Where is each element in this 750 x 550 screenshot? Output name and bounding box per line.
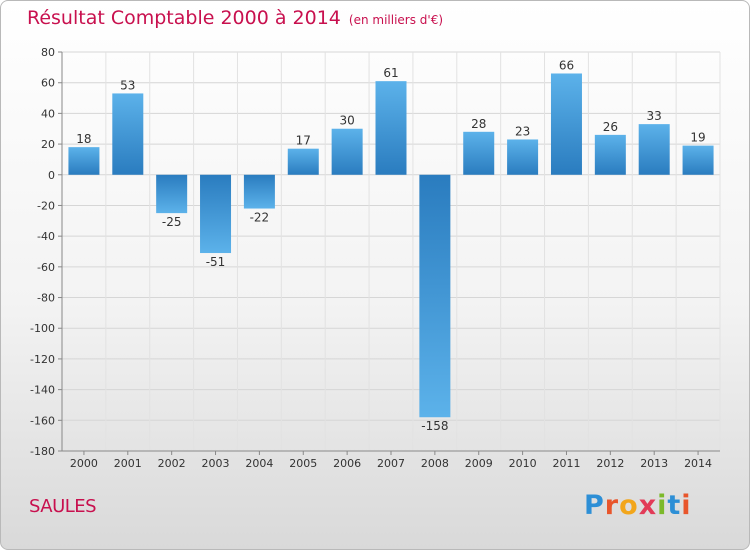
data-label: -22	[250, 211, 270, 225]
bar	[638, 124, 670, 175]
data-label: 66	[559, 58, 574, 72]
data-label: -51	[206, 255, 226, 269]
x-tick-label: 2014	[684, 457, 712, 470]
y-tick-label: 40	[41, 107, 55, 120]
logo-letter: t	[667, 490, 682, 521]
bar	[243, 174, 275, 209]
x-tick-label: 2002	[158, 457, 186, 470]
bar	[682, 145, 714, 175]
bar	[594, 134, 626, 175]
y-tick-label: 80	[41, 46, 55, 59]
x-tick-label: 2009	[465, 457, 493, 470]
y-tick-label: -160	[30, 414, 55, 427]
x-tick-label: 2007	[377, 457, 405, 470]
y-tick-label: 0	[48, 169, 55, 182]
axes: 80 60 40 20 0 -20 -40 -60 -80 -100 -120 -140 -160 -18…	[30, 46, 720, 470]
y-tick-label: 20	[41, 138, 55, 151]
logo-letter: r	[604, 490, 620, 521]
x-tick-label: 2011	[552, 457, 580, 470]
data-label: 61	[383, 66, 398, 80]
x-tick-label: 2013	[640, 457, 668, 470]
bar	[156, 174, 188, 214]
bar	[200, 174, 232, 254]
bar	[463, 131, 495, 175]
y-tick-label: -60	[37, 261, 55, 274]
y-tick-label: -180	[30, 445, 55, 458]
x-tick-label: 2012	[596, 457, 624, 470]
bar	[550, 73, 582, 175]
bar	[507, 139, 539, 175]
subtitle-text: (en milliers d'€)	[348, 13, 444, 27]
bar	[112, 93, 144, 175]
logo-letter: i	[681, 490, 692, 521]
proxiti-logo: Proxiti	[584, 490, 692, 521]
bar	[287, 148, 319, 175]
y-tick-label: 60	[41, 77, 55, 90]
chart-title: Résultat Comptable 2000 à 2014 (en millie…	[27, 7, 443, 29]
data-label: 53	[120, 78, 135, 92]
logo-letter: i	[657, 490, 668, 521]
x-tick-label: 2000	[70, 457, 98, 470]
y-tick-label: -120	[30, 353, 55, 366]
logo-letter: o	[619, 490, 639, 521]
title-text: Résultat Comptable 2000 à 2014	[27, 7, 341, 29]
bar	[331, 128, 363, 175]
data-label: 33	[647, 109, 662, 123]
y-tick-label: -80	[37, 292, 55, 305]
data-label: -25	[162, 215, 182, 229]
data-label: 30	[339, 114, 354, 128]
x-tick-label: 2010	[509, 457, 537, 470]
x-tick-label: 2001	[114, 457, 142, 470]
value-labels: 18 53 -25 -51 -22 17 30 61 -158 28 23 66 26 33 19	[76, 58, 705, 433]
data-label: 26	[603, 120, 618, 134]
y-tick-label: -140	[30, 384, 55, 397]
bar	[375, 81, 407, 175]
y-tick-label: -100	[30, 322, 55, 335]
bars	[68, 73, 714, 418]
y-tick-label: -20	[37, 199, 55, 212]
data-label: 28	[471, 117, 486, 131]
x-tick-label: 2004	[245, 457, 273, 470]
x-tick-label: 2005	[289, 457, 317, 470]
data-label: -158	[421, 419, 448, 433]
x-tick-label: 2008	[421, 457, 449, 470]
logo-letter: x	[638, 490, 658, 521]
place-name: SAULES	[29, 496, 97, 517]
data-label: 19	[690, 131, 705, 145]
data-label: 17	[296, 134, 311, 148]
y-tick-label: -40	[37, 230, 55, 243]
data-label: 18	[76, 132, 91, 146]
data-label: 23	[515, 124, 530, 138]
bar	[419, 174, 451, 418]
logo-letter: P	[584, 490, 605, 521]
x-tick-label: 2006	[333, 457, 361, 470]
x-tick-label: 2003	[202, 457, 230, 470]
bar	[68, 147, 100, 175]
